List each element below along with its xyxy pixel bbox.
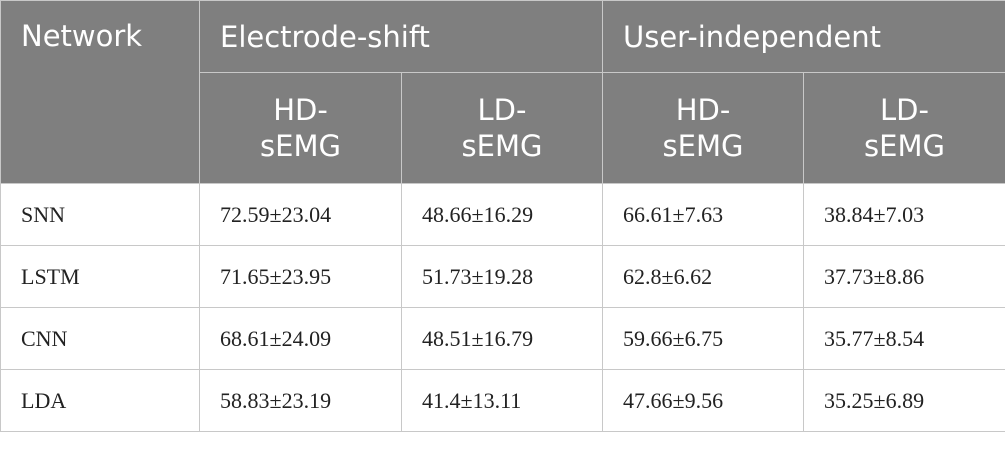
subheader-text: HD-sEMG [662,93,744,163]
table-cell: 66.61±7.63 [602,183,804,246]
table-cell: 38.84±7.03 [803,183,1005,246]
table-cell: 41.4±13.11 [401,369,603,432]
table-row: SNN 72.59±23.04 48.66±16.29 66.61±7.63 38.84… [0,183,1005,246]
table-cell: 72.59±23.04 [199,183,402,246]
subheader-cell: LD-sEMG [401,72,603,184]
results-table: Network Electrode-shift User-independent… [0,0,1005,432]
header-cell: Network [0,0,200,184]
table-cell: 51.73±19.28 [401,245,603,308]
table-cell: LSTM [0,245,200,308]
table-cell: SNN [0,183,200,246]
table-cell: 35.25±6.89 [803,369,1005,432]
header-cell: Electrode-shift [199,0,603,73]
table-row: LDA 58.83±23.19 41.4±13.11 47.66±9.56 35.25±… [0,369,1005,432]
table-cell: LDA [0,369,200,432]
table-row: LSTM 71.65±23.95 51.73±19.28 62.8±6.62 37.73… [0,245,1005,308]
table-cell: 59.66±6.75 [602,307,804,370]
table-cell: 35.77±8.54 [803,307,1005,370]
subheader-text: LD-sEMG [461,93,543,163]
table-cell: 58.83±23.19 [199,369,402,432]
table-cell: 47.66±9.56 [602,369,804,432]
table-cell: 71.65±23.95 [199,245,402,308]
table-row: CNN 68.61±24.09 48.51±16.79 59.66±6.75 35.77… [0,307,1005,370]
table-cell: 48.66±16.29 [401,183,603,246]
subheader-cell: HD-sEMG [602,72,804,184]
table-cell: 62.8±6.62 [602,245,804,308]
table-cell: 48.51±16.79 [401,307,603,370]
table-cell: 37.73±8.86 [803,245,1005,308]
subheader-cell: LD-sEMG [803,72,1005,184]
subheader-text: HD-sEMG [260,93,341,163]
table-cell: 68.61±24.09 [199,307,402,370]
subheader-text: LD-sEMG [864,93,945,163]
header-cell: User-independent [602,0,1005,73]
subheader-cell: HD-sEMG [199,72,402,184]
table-cell: CNN [0,307,200,370]
